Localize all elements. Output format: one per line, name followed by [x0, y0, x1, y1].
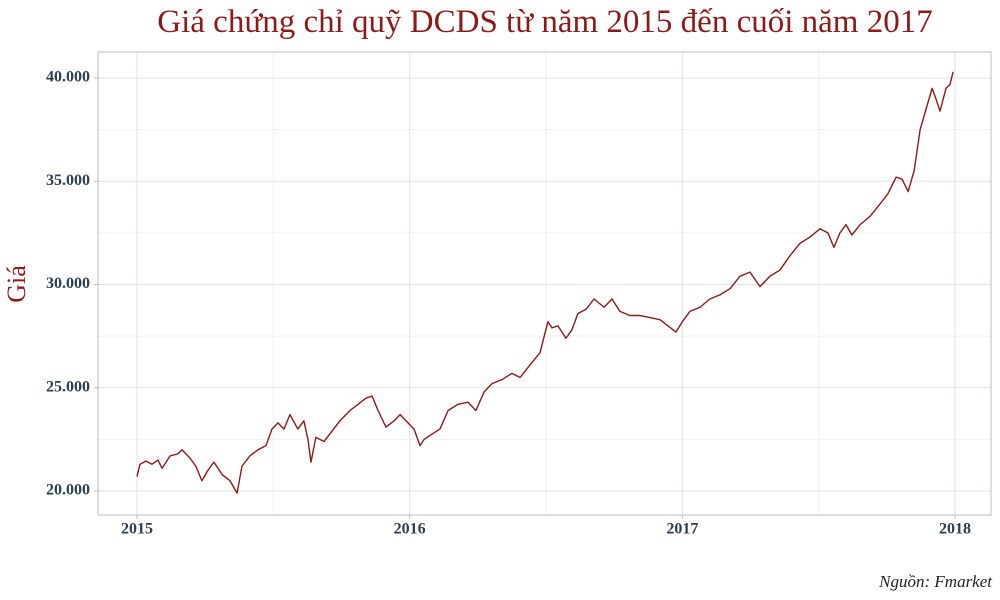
y-tick-label: 30.000 [46, 275, 90, 292]
plot-frame [97, 51, 992, 516]
chart-title: Giá chứng chỉ quỹ DCDS từ năm 2015 đến c… [157, 4, 932, 40]
y-tick-label: 40.000 [46, 69, 90, 86]
marks [136, 71, 954, 494]
x-tick-label: 2015 [121, 521, 153, 538]
source-note: Nguồn: Fmarket [878, 572, 993, 591]
x-tick-label: 2018 [939, 521, 971, 538]
y-tick-label: 25.000 [46, 378, 90, 395]
y-tick-label: 35.000 [46, 172, 90, 189]
x-tick-label: 2016 [394, 521, 426, 538]
y-tick-label: 20.000 [46, 482, 90, 499]
x-tick-label: 2017 [666, 521, 698, 538]
grid [98, 52, 991, 515]
y-axis-label: Giá [2, 265, 31, 303]
price-line [136, 71, 954, 494]
